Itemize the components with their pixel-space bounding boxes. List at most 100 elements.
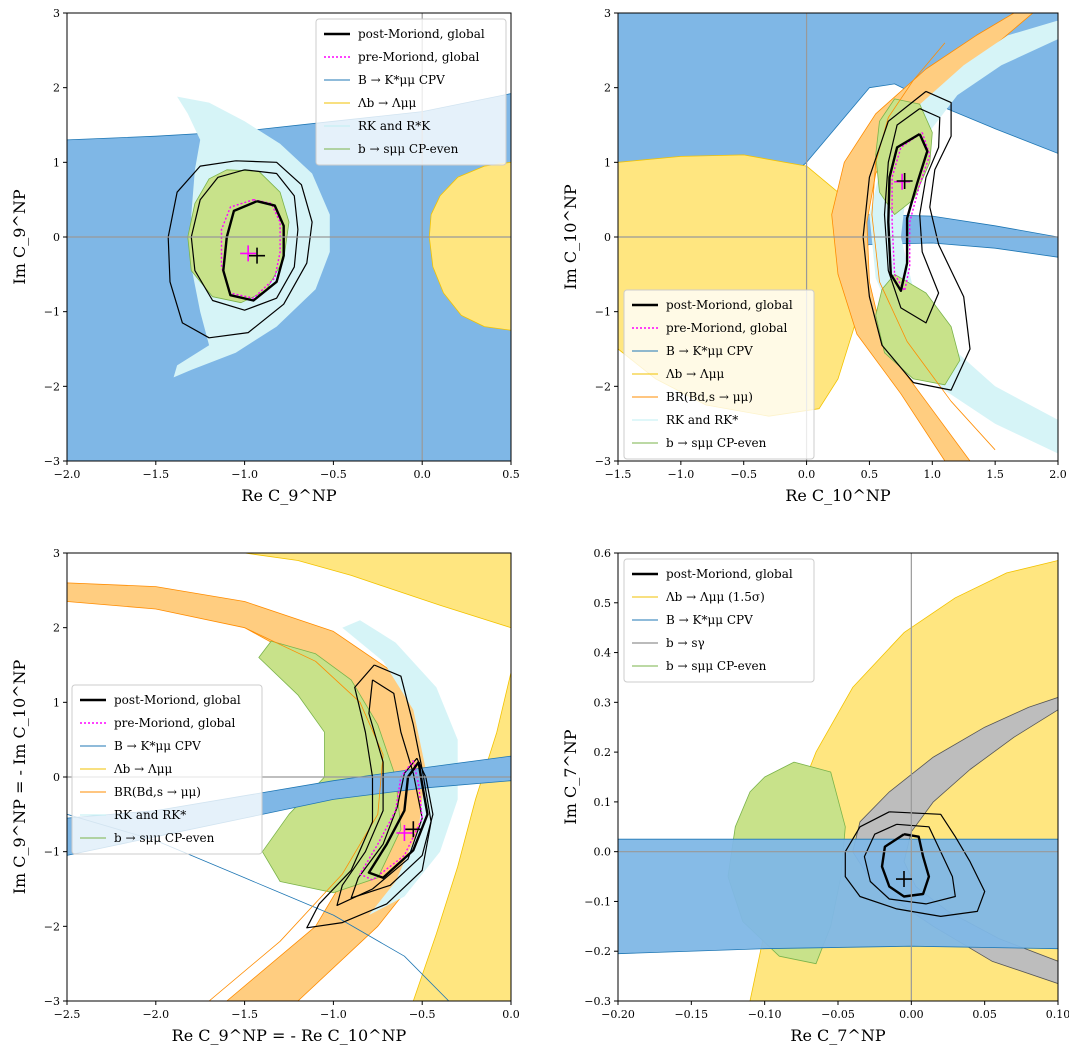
legend-entry: pre-Moriond, global [358,50,480,64]
x-tick-label: −1.0 [320,1008,347,1021]
y-tick-label: 1 [53,696,60,709]
y-tick-label: 2 [604,82,611,95]
best-fit-pre-marker [240,245,257,262]
y-tick-label: −3 [44,995,60,1008]
legend: post-Moriond, global pre-Moriond, global B… [71,684,263,855]
y-tick-label: 0 [53,771,60,784]
legend-box [623,558,815,683]
y-tick-label: −2 [44,380,60,393]
legend-entry: b → sγ [666,636,705,650]
y-tick-label: 0.4 [594,647,612,660]
cp-even-region [258,640,402,894]
x-tick-label: −0.05 [821,1008,855,1021]
y-tick-label: −1 [595,306,611,319]
contour-1sigma [887,132,929,292]
contour-1sigma [880,833,931,898]
y-tick-label: 0.0 [594,846,612,859]
contour-2sigma [883,108,941,324]
pre-moriond-contour [359,760,423,881]
y-tick-label: 3 [53,7,60,20]
legend: post-Moriond, global pre-Moriond, global B… [623,289,815,460]
legend-entry: b → sμμ CP-even [114,831,215,845]
legend-box [315,18,507,166]
x-tick-label: −0.20 [601,1008,635,1021]
y-axis-label: Im C_9^NP = - Im C_10^NP [10,659,29,894]
legend-entry: post-Moriond, global [358,27,485,41]
x-axis-label: Re C_9^NP = - Re C_10^NP [172,1026,407,1045]
x-tick-label: 0.0 [413,468,431,481]
x-tick-label: −2.0 [142,1008,169,1021]
legend-entry: RK and RK* [114,808,186,822]
y-tick-label: −2 [44,920,60,933]
legend-entry: RK and RK* [666,413,738,427]
legend-entry: post-Moriond, global [666,567,793,581]
x-tick-label: −2.5 [54,1008,81,1021]
legend-entry: BR(Bd,s → μμ) [114,785,201,799]
orange-edge-line [208,627,384,1001]
contour-inner [350,757,434,899]
legend-entry: Λb → Λμμ [665,367,724,381]
legend-entry: Λb → Λμμ [113,762,172,776]
x-tick-label: −0.15 [674,1008,708,1021]
y-tick-label: −3 [44,455,60,468]
y-tick-label: 3 [53,547,60,560]
y-tick-label: −0.2 [584,945,611,958]
legend-entry: b → sμμ CP-even [666,659,767,673]
x-tick-label: −2.0 [54,468,81,481]
x-tick-label: −1.0 [231,468,258,481]
y-tick-label: −2 [595,380,611,393]
x-tick-label: −1.5 [231,1008,258,1021]
x-tick-label: −0.5 [320,468,347,481]
x-axis-label: Re C_10^NP [785,486,891,505]
contour-3sigma [167,160,313,339]
x-tick-label: −0.10 [748,1008,782,1021]
x-tick-label: −0.5 [730,468,757,481]
best-fit-post-marker [896,871,912,888]
y-tick-label: 0.5 [594,597,612,610]
y-tick-label: 3 [604,7,611,20]
legend-entry: Λb → Λμμ (1.5σ) [665,590,765,604]
y-tick-label: 1 [53,156,60,169]
y-tick-label: 0.6 [594,547,612,560]
y-axis-label: Im C_9^NP [10,189,29,284]
x-tick-label: 0.10 [1046,1008,1069,1021]
x-tick-label: −0.5 [409,1008,436,1021]
x-tick-label: 0.5 [502,468,520,481]
y-tick-label: −3 [595,455,611,468]
y-axis-label: Im C_10^NP [561,184,580,290]
best-fit-post-marker [249,247,266,264]
y-tick-label: 0.2 [594,746,612,759]
x-tick-label: −1.5 [142,468,169,481]
x-tick-label: 0.0 [798,468,816,481]
contour-1sigma [367,761,429,879]
y-tick-label: −1 [44,306,60,319]
best-fit-post-marker [405,821,422,838]
y-tick-label: 2 [53,622,60,635]
legend-entry: B → K*μμ CPV [666,344,753,358]
b-kstar-mumu-cpv-band [618,838,1058,955]
y-tick-label: 0.3 [594,696,612,709]
best-fit-pre-marker [396,825,413,841]
cp-even-lower [875,273,961,386]
legend-entry: B → K*μμ CPV [666,613,753,627]
legend: post-Moriond, global pre-Moriond, global B… [315,18,507,166]
contour-1sigma [222,200,285,302]
contour-3sigma [862,90,971,391]
legend-entry: B → K*μμ CPV [358,73,445,87]
legend-box [71,684,263,855]
legend-entry: RK and R*K [358,119,431,133]
y-tick-label: 0 [604,231,611,244]
best-fit-post-marker [896,173,913,189]
legend-entry: pre-Moriond, global [666,321,788,335]
y-tick-label: 0 [53,231,60,244]
legend: post-Moriond, global Λb → Λμμ (1.5σ) B → K… [623,558,815,683]
x-tick-label: 2.0 [1049,468,1067,481]
legend-entry: b → sμμ CP-even [666,436,767,450]
x-axis-label: Re C_9^NP [241,486,336,505]
pre-moriond-contour [891,131,931,292]
x-tick-label: −1.5 [605,468,632,481]
y-tick-label: −0.3 [584,995,611,1008]
y-tick-label: 0.1 [594,796,612,809]
contour-2sigma [190,169,299,311]
